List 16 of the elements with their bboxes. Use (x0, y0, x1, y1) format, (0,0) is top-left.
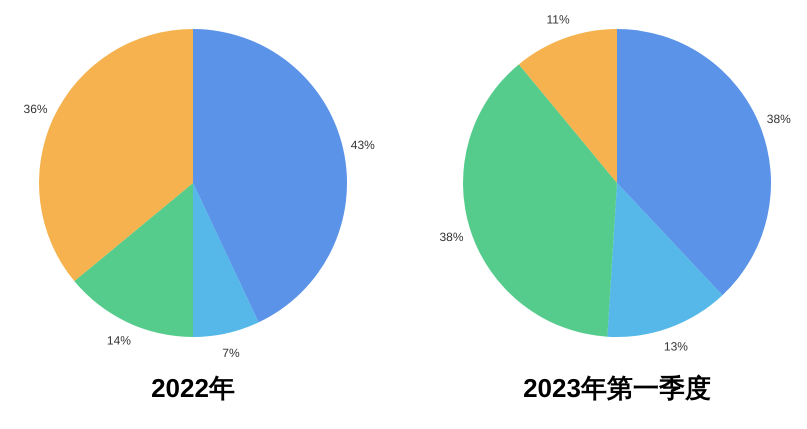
pie-slice (193, 29, 347, 322)
data-label: 36% (24, 102, 48, 116)
pie-slice (463, 64, 617, 337)
text: 2023年第一季度 (523, 373, 711, 403)
data-label: 43% (350, 138, 376, 152)
pie-slice (607, 183, 722, 337)
pie-slice (74, 183, 193, 337)
pie-slice (518, 29, 617, 183)
text: 2022年 (151, 373, 235, 403)
data-label: 14% (106, 333, 132, 348)
pie-slice (193, 183, 259, 337)
data-label: 38% (440, 230, 464, 244)
data-label: 38% (766, 112, 792, 126)
data-label: 13% (664, 340, 688, 354)
data-label: 11% (546, 12, 570, 26)
data-label: 7% (222, 346, 240, 360)
